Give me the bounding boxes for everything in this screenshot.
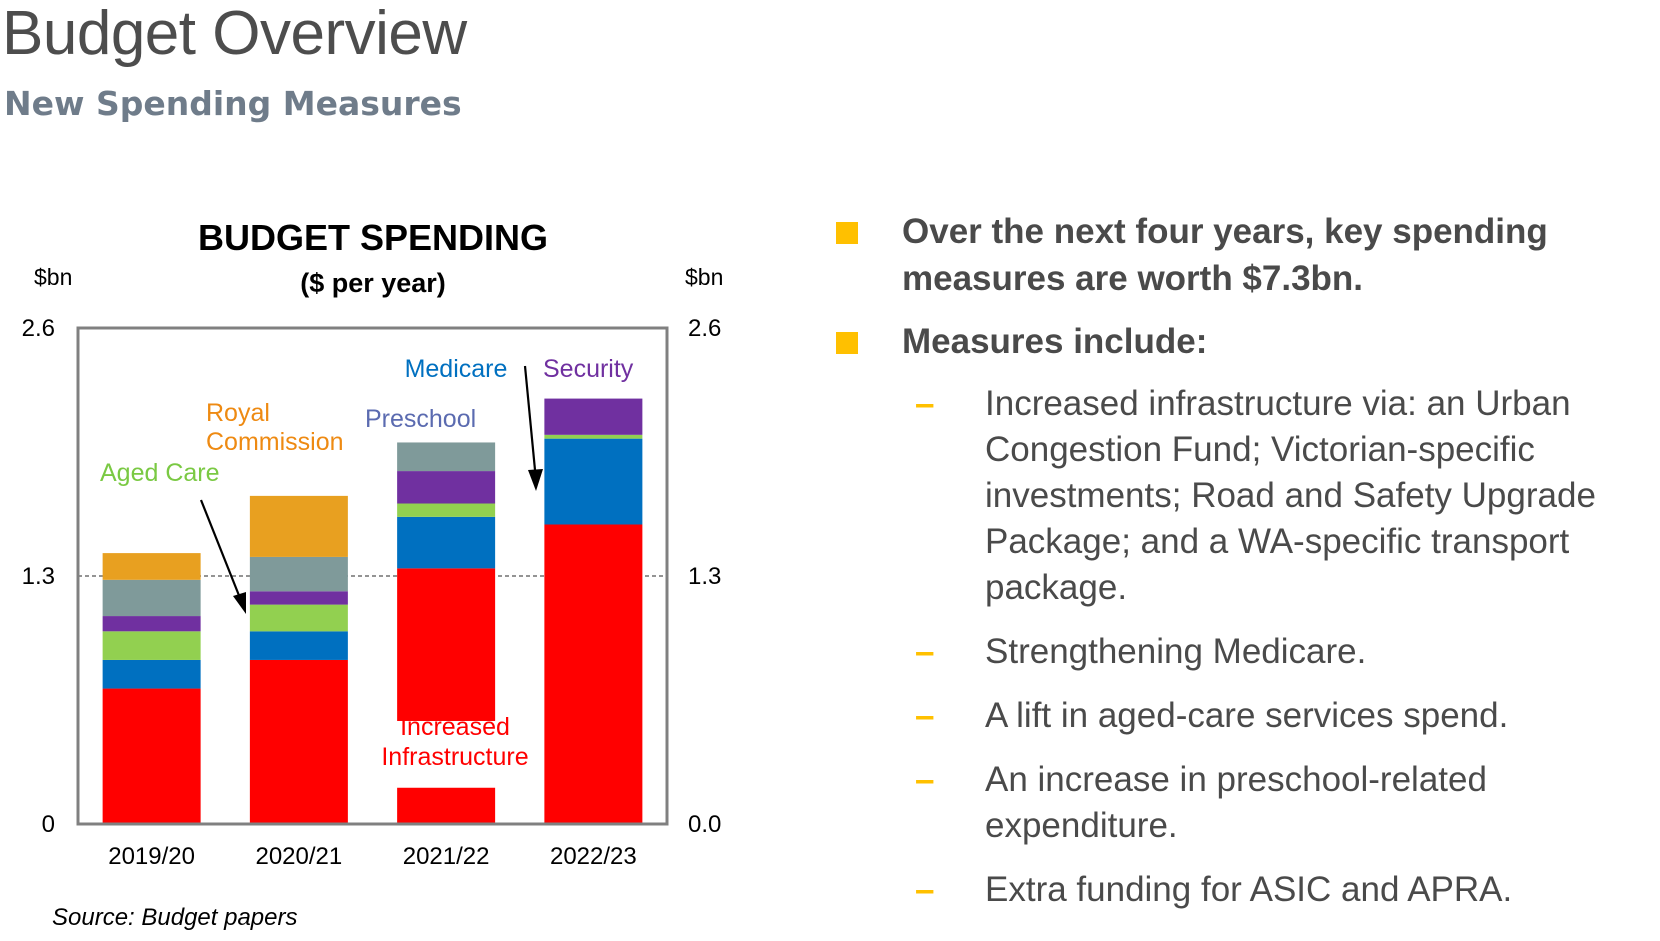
bullet-list: Over the next four years, key spending m… (830, 208, 1650, 931)
y-tick-label-right: 0.0 (688, 811, 721, 838)
bar-segment (102, 616, 201, 632)
dash-icon: – (915, 696, 935, 735)
chart-title: BUDGET SPENDING (198, 217, 548, 258)
bar-segment (249, 495, 348, 557)
bullet-item: Measures include: (830, 318, 1650, 365)
bar-segment (249, 604, 348, 632)
bar-segment (544, 524, 643, 824)
bar-segment (102, 659, 201, 689)
annotation-label: Increased (400, 713, 510, 741)
dash-icon: – (915, 870, 935, 909)
annotation-label: Aged Care (100, 459, 220, 487)
label-background (395, 720, 498, 788)
bar-segment (249, 631, 348, 660)
bar-segment (249, 659, 348, 824)
bar-segment (397, 503, 496, 517)
bar-segment (102, 579, 201, 617)
y-tick-label-right: 1.3 (688, 563, 721, 590)
y-tick-label-left: 0 (42, 811, 55, 838)
budget-spending-chart: BUDGET SPENDING ($ per year) $bn $bn 0 0.0 1.3… (22, 217, 724, 870)
bar-segment (544, 434, 643, 439)
annotation-label: Medicare (405, 355, 508, 383)
bar-segment (544, 438, 643, 525)
bullet-text: Over the next four years, key spending m… (902, 212, 1548, 298)
dash-icon: – (915, 760, 935, 799)
sub-bullet-item: – Extra funding for ASIC and APRA. (830, 867, 1650, 913)
sub-bullet-text: An increase in preschool-related expendi… (985, 760, 1487, 845)
sub-bullet-item: – An increase in preschool-related expen… (830, 757, 1650, 849)
sub-bullet-text: A lift in aged-care services spend. (985, 696, 1509, 735)
sub-bullet-item: – Strengthening Medicare. (830, 629, 1650, 675)
x-tick-label: 2020/21 (255, 843, 342, 870)
y-axis-label-right: $bn (685, 264, 723, 290)
chart-subtitle: ($ per year) (300, 268, 446, 298)
bar-segment (102, 631, 201, 660)
bullet-square-icon (836, 332, 858, 354)
bar-segment (397, 442, 496, 472)
arrow-line (199, 499, 242, 599)
bar-segment (397, 471, 496, 504)
page-subtitle: New Spending Measures (4, 84, 462, 123)
bar-segment (397, 516, 496, 569)
dash-icon: – (915, 632, 935, 671)
chart-source: Source: Budget papers (52, 904, 298, 931)
dash-icon: – (915, 384, 935, 423)
bullet-square-icon (836, 222, 858, 244)
arrow-line (523, 365, 537, 471)
y-axis-label-left: $bn (34, 264, 72, 290)
y-tick-label-left: 1.3 (22, 563, 55, 590)
bar-segment (544, 398, 643, 435)
annotation-label: Royal (206, 399, 270, 427)
x-tick-label: 2021/22 (403, 843, 490, 870)
annotation-label: Preschool (365, 405, 476, 433)
arrow-head (233, 592, 246, 614)
x-tick-label: 2022/23 (550, 843, 637, 870)
bar-segment (249, 591, 348, 605)
sub-bullet-item: – A lift in aged-care services spend. (830, 693, 1650, 739)
sub-bullet-item: – Increased infrastructure via: an Urban… (830, 381, 1650, 611)
bar-segment (102, 553, 201, 580)
page-title: Budget Overview (2, 0, 467, 68)
x-tick-label: 2019/20 (108, 843, 195, 870)
bullet-text: Measures include: (902, 322, 1208, 361)
annotation-label: Commission (206, 428, 344, 456)
sub-bullet-text: Strengthening Medicare. (985, 632, 1367, 671)
bar-segment (249, 556, 348, 592)
plot-frame (76, 326, 669, 826)
y-tick-label-right: 2.6 (688, 315, 721, 342)
sub-bullet-text: Extra funding for ASIC and APRA. (985, 870, 1513, 909)
annotation-label: Security (543, 355, 634, 383)
bullet-item: Over the next four years, key spending m… (830, 208, 1650, 302)
arrow-head (528, 469, 543, 491)
y-tick-label-left: 2.6 (22, 315, 55, 342)
annotation-label: Infrastructure (381, 743, 528, 771)
sub-bullet-text: Increased infrastructure via: an Urban C… (985, 384, 1596, 607)
bar-segment (102, 688, 201, 824)
